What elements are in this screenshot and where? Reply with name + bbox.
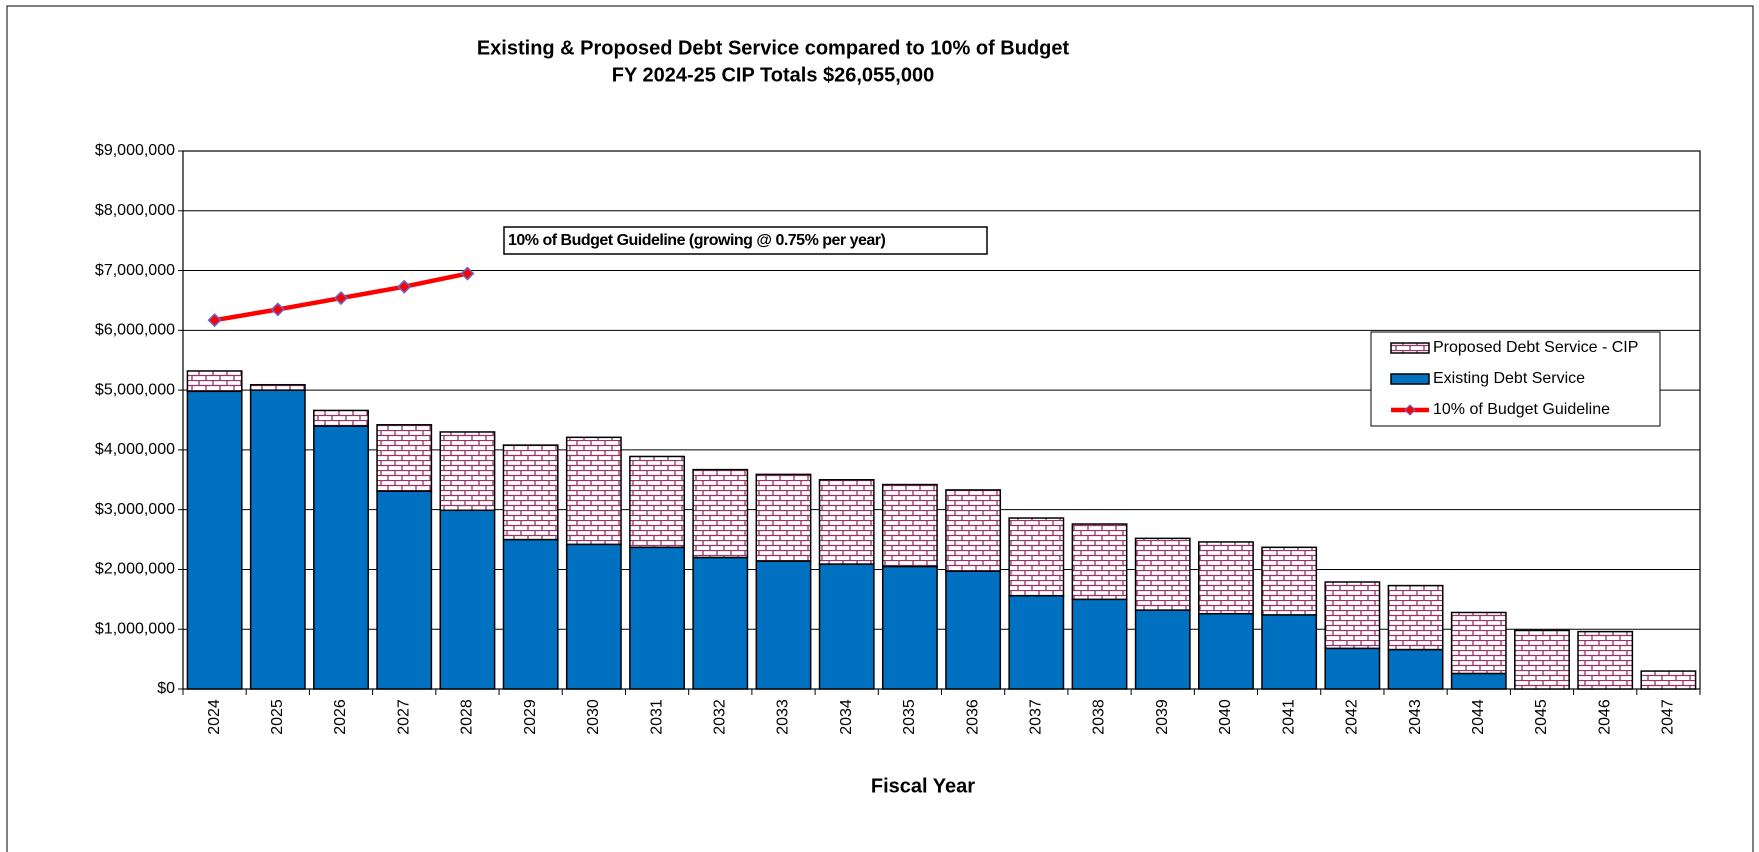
bar-segment [1577, 630, 1634, 690]
bar-segment [1387, 648, 1444, 690]
bar-segment [186, 370, 243, 393]
bar-segment [249, 383, 306, 391]
bar-segment [945, 489, 1002, 572]
bar-segment [692, 556, 749, 690]
bar-segment [1008, 517, 1065, 597]
x-tick-label: 2025 [269, 699, 286, 735]
x-tick-label: 2029 [522, 699, 539, 735]
x-tick-label: 2044 [1470, 699, 1487, 735]
bar-segment [376, 490, 433, 690]
x-tick-label: 2039 [1154, 699, 1171, 735]
y-tick-label: $8,000,000 [95, 202, 175, 219]
y-tick-label: $0 [157, 680, 175, 697]
bar-segment [186, 390, 243, 690]
line-marker [397, 279, 412, 294]
bar-segment [313, 425, 369, 690]
y-tick-label: $2,000,000 [95, 561, 175, 578]
x-tick-label: 2046 [1596, 699, 1613, 735]
y-tick-label: $9,000,000 [95, 142, 175, 159]
legend-marker [1404, 404, 1416, 416]
bar-segment [629, 455, 685, 549]
bar-segment [881, 483, 938, 568]
bar-segment [376, 424, 433, 492]
bar-segment [881, 565, 938, 690]
x-tick-label: 2040 [1217, 699, 1234, 735]
bar-segment [439, 431, 496, 512]
y-tick-label: $7,000,000 [95, 262, 175, 279]
bar-segment [1134, 609, 1191, 690]
chart-frame [6, 5, 1754, 852]
y-tick-label: $3,000,000 [95, 501, 175, 518]
bar-segment [1450, 672, 1507, 690]
chart-title: Existing & Proposed Debt Service compare… [477, 37, 1070, 59]
bar-segment [565, 436, 622, 546]
bar-segment [692, 468, 749, 559]
bar-segment [1324, 581, 1381, 650]
legend-swatch [1390, 373, 1430, 385]
bar-segment [755, 560, 812, 690]
x-tick-label: 2041 [1280, 699, 1297, 735]
bar-segment [439, 509, 496, 690]
x-tick-label: 2034 [838, 699, 855, 735]
x-tick-label: 2028 [459, 699, 476, 735]
line-marker [460, 266, 475, 281]
annotation-box [503, 226, 988, 255]
bar-segment [1261, 546, 1318, 616]
annotation: 10% of Budget Guideline (growing @ 0.75%… [508, 232, 886, 249]
line-marker [333, 290, 349, 306]
x-tick-label: 2037 [1028, 699, 1045, 735]
y-tick-label: $4,000,000 [95, 441, 175, 458]
bar-segment [1198, 612, 1254, 690]
y-tick-label: $1,000,000 [95, 620, 175, 637]
bar-segment [1514, 629, 1570, 690]
bar-segment [565, 543, 622, 690]
bar-segment [1198, 541, 1254, 615]
x-tick-label: 2038 [1091, 699, 1108, 735]
y-tick-label: $5,000,000 [95, 381, 175, 398]
bar-segment [1261, 614, 1318, 690]
legend-swatch [1390, 342, 1430, 354]
bar-segment [1071, 598, 1128, 690]
bar-segment [1008, 594, 1065, 690]
bar-segment [1134, 537, 1191, 611]
bar-segment [818, 563, 875, 690]
bar-segment [1387, 584, 1444, 651]
x-tick-label: 2042 [1344, 699, 1361, 735]
line-marker [270, 302, 285, 317]
bar-segment [945, 570, 1002, 690]
x-tick-label: 2045 [1533, 699, 1550, 735]
x-tick-label: 2047 [1660, 699, 1677, 735]
bar-segment [818, 479, 875, 565]
bar-segment [1071, 523, 1128, 601]
x-tick-label: 2024 [206, 699, 223, 735]
x-tick-label: 2033 [775, 699, 792, 735]
bar-segment [502, 444, 559, 541]
x-tick-label: 2027 [395, 699, 412, 735]
x-tick-label: 2036 [964, 699, 981, 735]
x-tick-label: 2030 [585, 699, 602, 735]
bar-segment [1640, 670, 1697, 690]
y-tick-label: $6,000,000 [95, 322, 175, 339]
legend-label: Existing Debt Service [1433, 370, 1585, 387]
x-tick-label: 2026 [332, 699, 349, 735]
chart-subtitle: FY 2024-25 CIP Totals $26,055,000 [612, 64, 934, 86]
x-tick-label: 2035 [901, 699, 918, 735]
bar-segment [1450, 611, 1507, 675]
line-marker [207, 313, 222, 328]
bar-segment [629, 546, 685, 690]
bar-segment [313, 409, 369, 427]
x-tick-label: 2032 [711, 699, 728, 735]
bar-segment [249, 389, 306, 690]
x-axis-label: Fiscal Year [871, 775, 975, 797]
bar-segment [755, 473, 812, 562]
legend-label: 10% of Budget Guideline [1433, 401, 1610, 418]
legend-label: Proposed Debt Service - CIP [1433, 339, 1638, 356]
x-tick-label: 2043 [1407, 699, 1424, 735]
bar-segment [1324, 647, 1381, 690]
x-tick-label: 2031 [648, 699, 665, 735]
bar-segment [502, 538, 559, 690]
